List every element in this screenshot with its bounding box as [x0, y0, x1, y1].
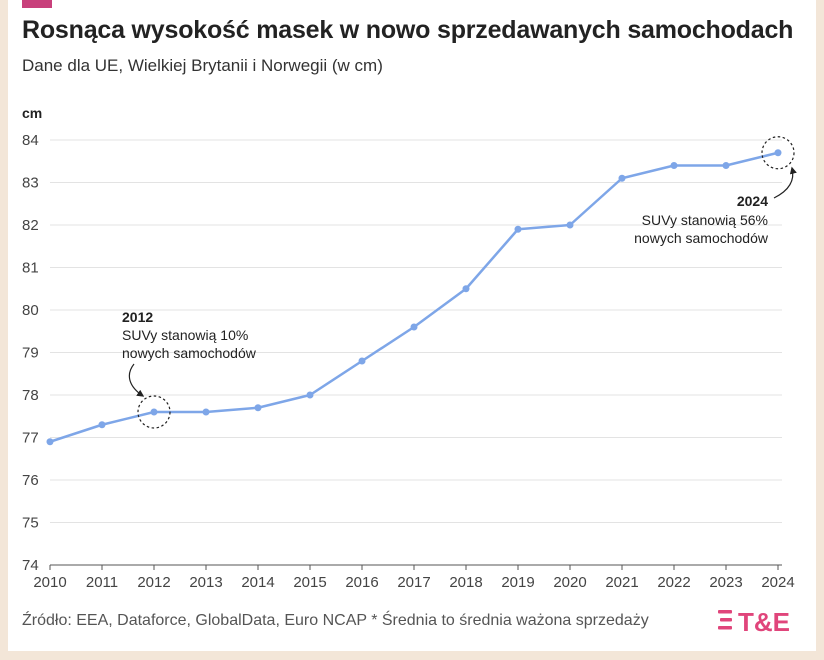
y-tick-label: 80: [22, 302, 39, 319]
annotation-2024-line1: SUVy stanowią 56%: [642, 212, 768, 228]
y-tick-label: 81: [22, 260, 39, 277]
line-chart: cm 74 75 76 77 78 79 80 81 82 83 84 2010 2011 2012 2013…: [22, 105, 797, 591]
y-tick-label: 77: [22, 430, 39, 447]
y-tick-label: 83: [22, 175, 39, 192]
y-tick-label: 75: [22, 515, 39, 532]
chart-subtitle: Dane dla UE, Wielkiej Brytanii i Norwegi…: [22, 56, 383, 75]
series-line: [49, 151, 779, 443]
annotation-2012-line1: SUVy stanowią 10%: [122, 327, 248, 343]
highlight-circle-2024: [761, 136, 795, 170]
data-point-2012: [150, 408, 158, 416]
x-tick-label: 2013: [189, 574, 222, 591]
data-point-2020: [566, 221, 574, 229]
annotation-2012-line2: nowych samochodów: [122, 345, 257, 361]
accent-bar: [22, 0, 52, 8]
y-tick-label: 76: [22, 472, 39, 489]
y-axis-label: cm: [22, 105, 42, 121]
data-point-2010: [46, 438, 54, 446]
data-point-2021: [618, 174, 626, 182]
data-point-2016: [358, 357, 366, 365]
data-point-2017: [410, 323, 418, 331]
x-tick-label: 2012: [137, 574, 170, 591]
data-point-2024: [774, 149, 782, 157]
annotation-2024-arrow: [773, 166, 797, 199]
x-tick-label: 2022: [657, 574, 690, 591]
data-point-2014: [254, 404, 262, 412]
x-tick-label: 2021: [605, 574, 638, 591]
chart-title: Rosnąca wysokość masek w nowo sprzedawan…: [22, 16, 794, 44]
data-point-2019: [514, 225, 522, 233]
x-tick-label: 2011: [86, 574, 118, 591]
x-tick-label: 2019: [501, 574, 534, 591]
data-point-2015: [306, 391, 314, 399]
x-tick-label: 2017: [397, 574, 430, 591]
x-tick-label: 2010: [33, 574, 66, 591]
y-tick-label: 84: [22, 132, 39, 149]
source-note: Źródło: EEA, Dataforce, GlobalData, Euro…: [22, 612, 649, 629]
data-point-2013: [202, 408, 210, 416]
annotation-2024-year: 2024: [737, 193, 768, 209]
x-tick-label: 2023: [709, 574, 742, 591]
logo-stripes-icon: [718, 610, 732, 630]
x-tick-label: 2016: [345, 574, 378, 591]
annotation-2012-arrow: [128, 363, 145, 397]
highlight-circle-2012: [137, 395, 171, 429]
data-point-2011: [98, 421, 106, 429]
x-tick-label: 2020: [553, 574, 586, 591]
annotation-2012-year: 2012: [122, 309, 153, 325]
x-tick-label: 2014: [241, 574, 274, 591]
x-tick-label: 2018: [449, 574, 482, 591]
data-point-2018: [462, 285, 470, 293]
data-point-2023: [722, 162, 730, 169]
y-tick-label: 79: [22, 345, 39, 362]
y-tick-label: 74: [22, 557, 39, 574]
te-logo: T&E: [718, 607, 790, 636]
x-tick-label: 2024: [761, 574, 794, 591]
data-point-2022: [670, 162, 678, 169]
annotation-2024-line2: nowych samochodów: [634, 230, 769, 246]
y-tick-label: 78: [22, 387, 39, 404]
y-tick-label: 82: [22, 217, 39, 234]
logo-text: T&E: [738, 607, 790, 636]
x-tick-label: 2015: [293, 574, 326, 591]
